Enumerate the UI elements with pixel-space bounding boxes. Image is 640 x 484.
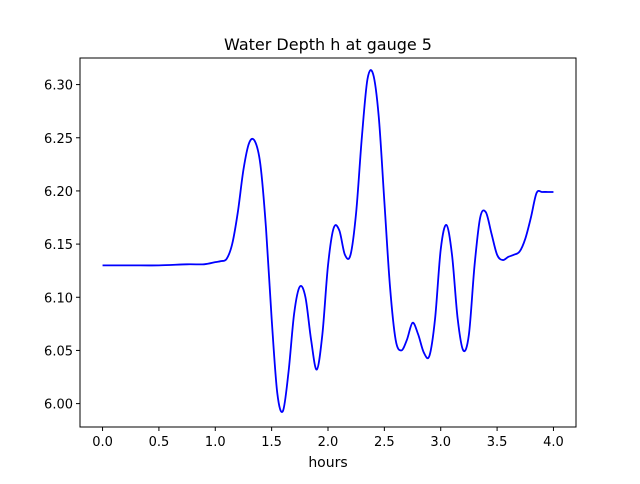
y-tick-label: 6.10 bbox=[44, 291, 73, 306]
y-axis: 6.00 6.05 6.10 6.15 6.20 6.25 6.30 bbox=[44, 79, 80, 413]
plot-area bbox=[80, 58, 576, 427]
x-tick-label: 2.0 bbox=[318, 435, 339, 450]
series-line bbox=[102, 69, 554, 413]
x-tick-label: 0.0 bbox=[92, 435, 113, 450]
chart-title: Water Depth h at gauge 5 bbox=[224, 35, 432, 54]
y-tick-label: 6.20 bbox=[44, 185, 73, 200]
y-tick-label: 6.15 bbox=[44, 238, 73, 253]
series-layer bbox=[102, 69, 554, 413]
x-tick-label: 2.5 bbox=[374, 435, 395, 450]
y-tick-label: 6.30 bbox=[44, 79, 73, 94]
x-tick-label: 3.0 bbox=[430, 435, 451, 450]
x-tick-label: 3.5 bbox=[487, 435, 508, 450]
x-tick-label: 0.5 bbox=[149, 435, 170, 450]
y-tick-label: 6.00 bbox=[44, 398, 73, 413]
y-tick-label: 6.05 bbox=[44, 344, 73, 359]
x-axis-label: hours bbox=[308, 455, 347, 471]
x-tick-label: 1.0 bbox=[205, 435, 226, 450]
y-tick-label: 6.25 bbox=[44, 132, 73, 147]
x-tick-label: 1.5 bbox=[261, 435, 282, 450]
x-axis: 0.0 0.5 1.0 1.5 2.0 2.5 3.0 3.5 4.0 bbox=[92, 427, 564, 450]
x-tick-label: 4.0 bbox=[543, 435, 564, 450]
